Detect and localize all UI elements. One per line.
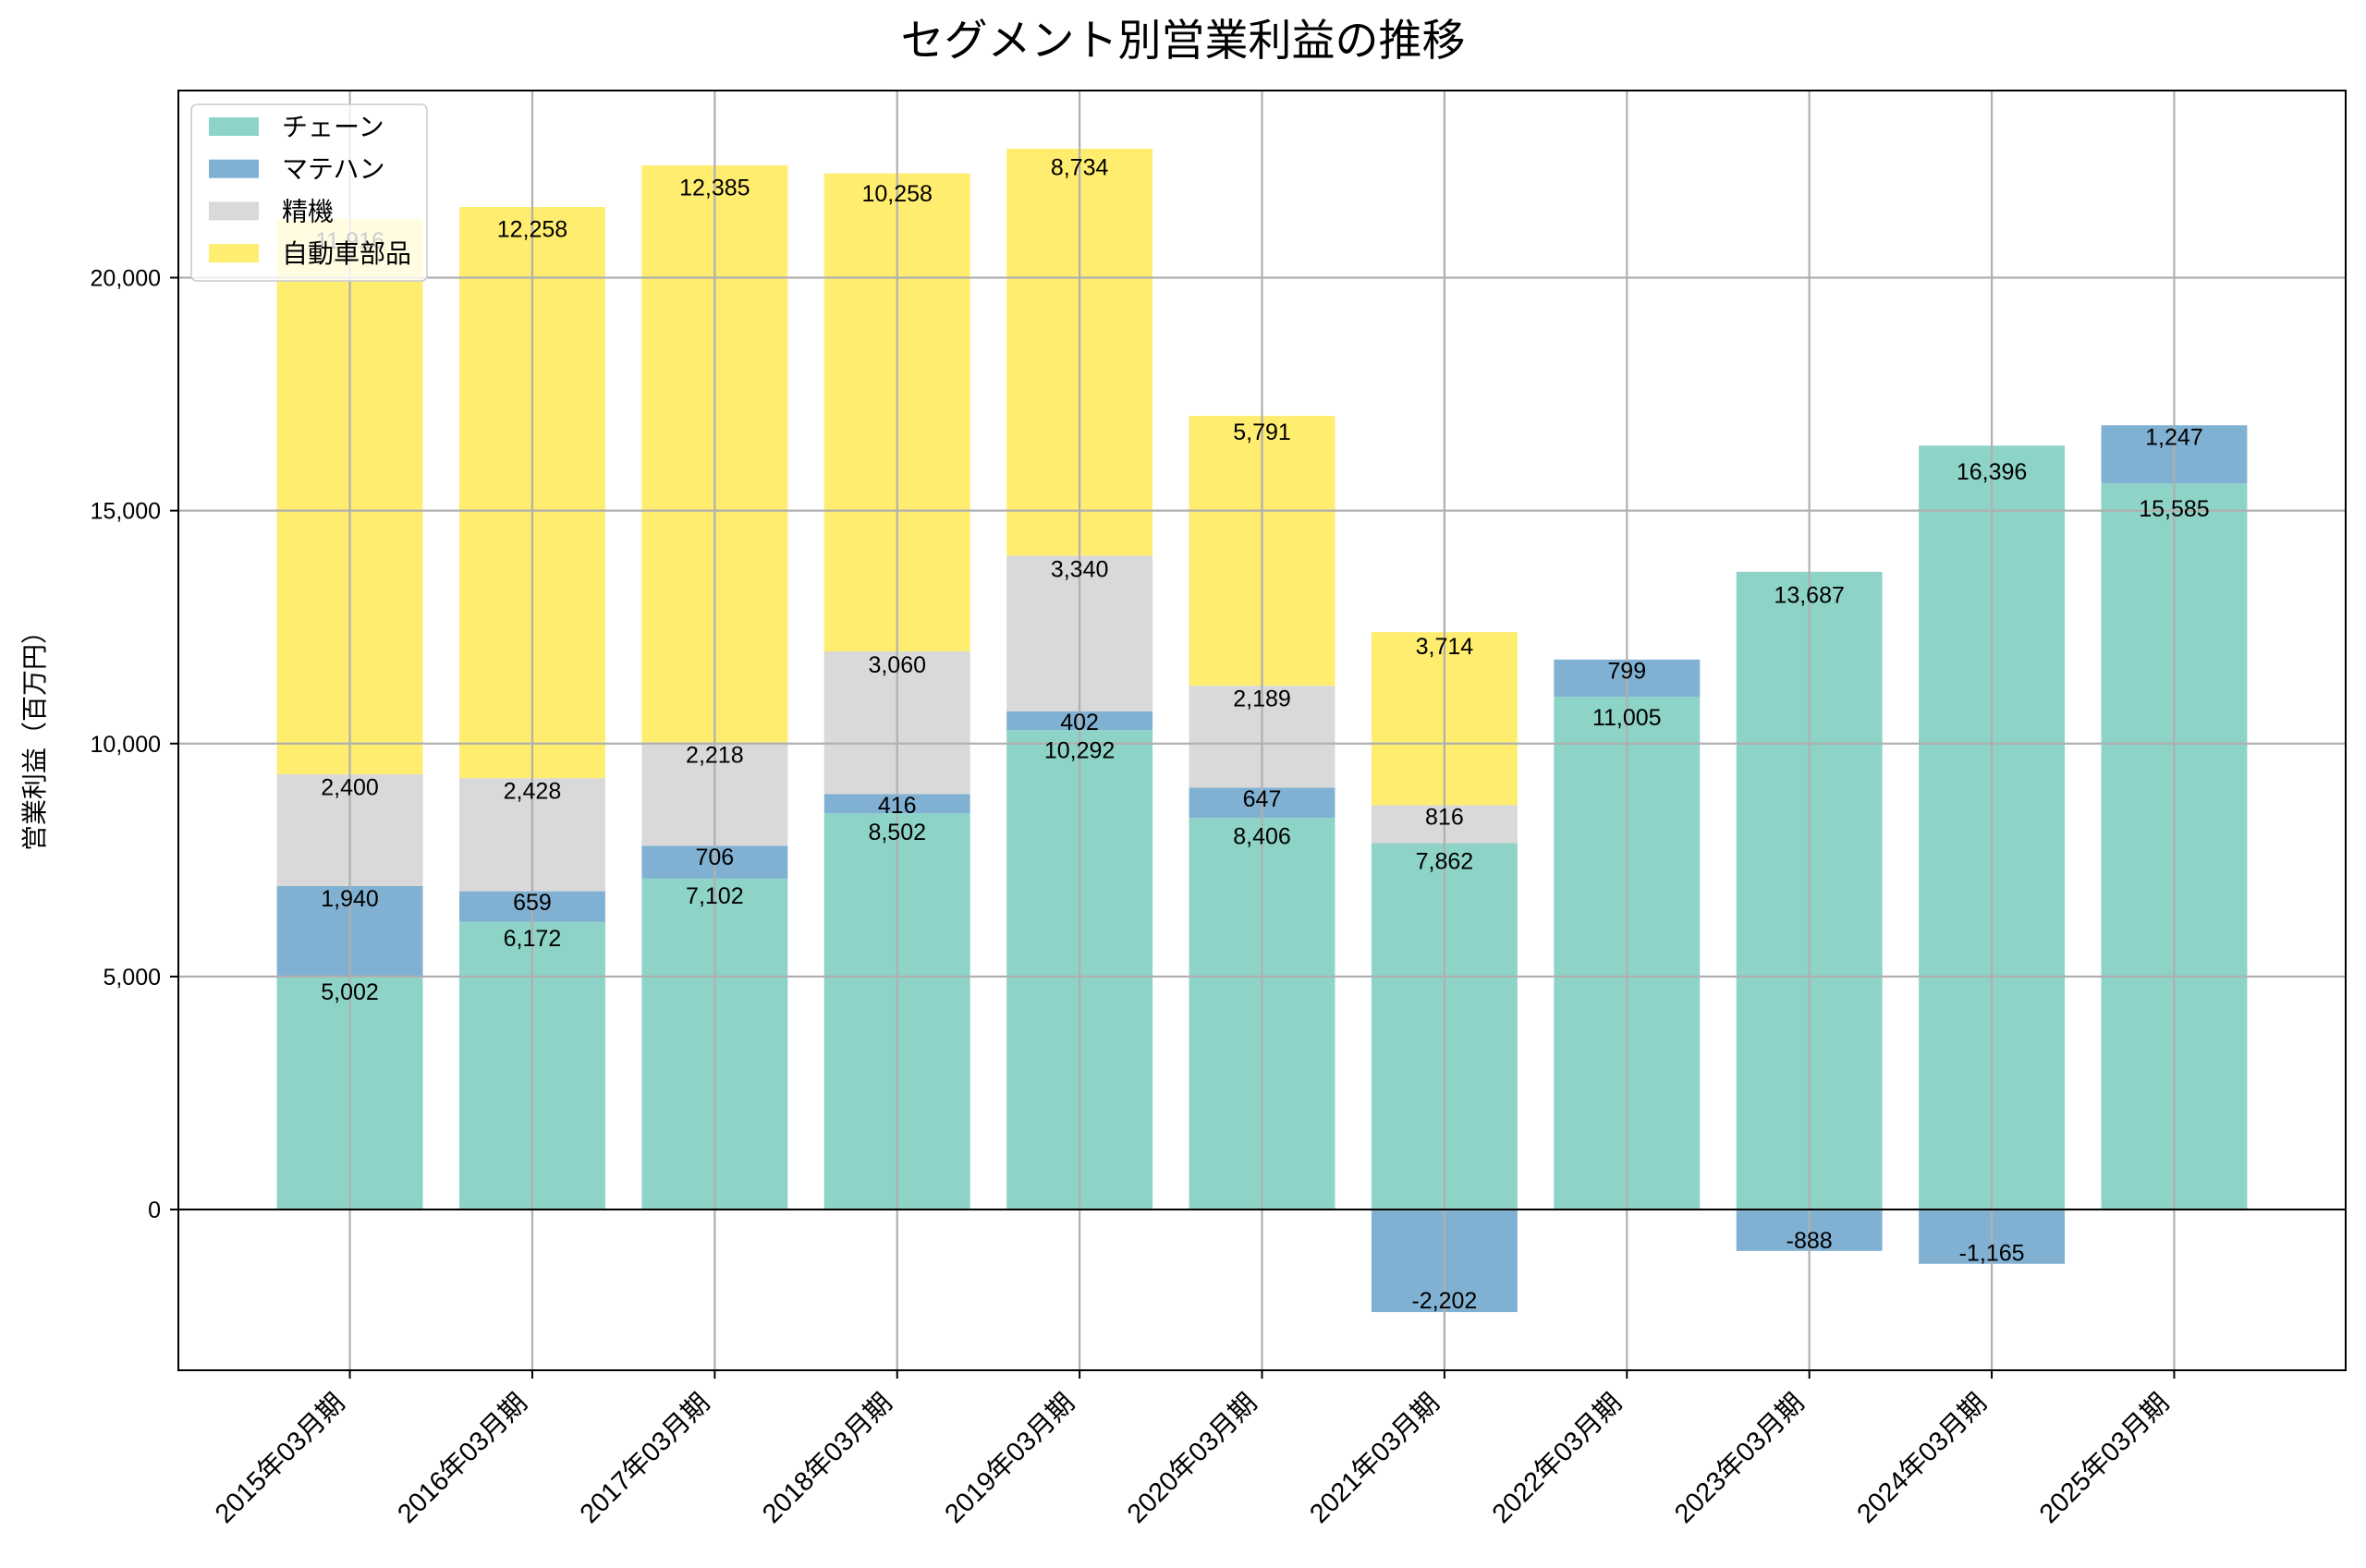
y-tick-label: 15,000 (91, 499, 161, 525)
data-label-0-6: 7,862 (1416, 849, 1474, 875)
data-label-0-10: 15,585 (2139, 496, 2209, 522)
data-label-0-5: 8,406 (1233, 824, 1291, 850)
data-label-1-3: 416 (878, 793, 917, 819)
data-label-1-0: 1,940 (321, 886, 379, 912)
y-tick-label: 10,000 (91, 732, 161, 758)
data-label-2-5: 2,189 (1233, 686, 1291, 711)
data-label-0-1: 6,172 (504, 926, 562, 952)
data-label-0-2: 7,102 (686, 883, 744, 909)
data-label-3-5: 5,791 (1233, 419, 1291, 445)
legend-box (190, 103, 428, 282)
y-tick-label: 20,000 (91, 266, 161, 292)
data-label-1-5: 647 (1243, 786, 1282, 812)
data-label-3-3: 10,258 (861, 181, 932, 207)
data-label-2-2: 2,218 (686, 743, 744, 769)
data-label-1-2: 706 (695, 845, 734, 870)
data-label-0-4: 10,292 (1044, 737, 1115, 763)
data-label-2-3: 3,060 (868, 652, 926, 678)
data-label-1-10: 1,247 (2145, 425, 2203, 451)
data-label-1-7: 799 (1607, 659, 1646, 685)
data-label-3-2: 12,385 (679, 175, 750, 201)
legend-label: マテハン (282, 155, 384, 184)
legend-swatch (209, 159, 259, 178)
legend-item: チェーン (209, 113, 384, 141)
data-label-1-1: 659 (513, 890, 552, 916)
data-label-3-6: 3,714 (1416, 634, 1474, 660)
data-label-3-4: 8,734 (1051, 155, 1109, 181)
data-label-0-0: 5,002 (321, 979, 379, 1005)
data-label-0-3: 8,502 (868, 820, 926, 845)
data-label-2-0: 2,400 (321, 774, 379, 800)
legend-label: チェーン (282, 113, 384, 141)
data-label-0-8: 13,687 (1774, 583, 1844, 609)
y-tick-label: 5,000 (103, 965, 161, 991)
legend-label: 自動車部品 (282, 239, 411, 268)
legend-swatch (209, 117, 259, 136)
data-label-1-4: 402 (1060, 710, 1099, 735)
data-labels-layer: 5,002 6,172 7,102 8,502 10,292 8,406 7,862 11,0… (315, 155, 2209, 1314)
legend-item: マテハン (209, 155, 384, 184)
legend-label: 精機 (282, 197, 334, 225)
data-label-0-7: 11,005 (1592, 705, 1662, 731)
data-label-2-6: 816 (1425, 804, 1464, 830)
data-label-1-9: -1,165 (1959, 1241, 2025, 1267)
legend-swatch (209, 201, 259, 221)
data-label-2-1: 2,428 (504, 779, 562, 805)
y-axis-label: 営業利益（百万円） (20, 618, 49, 851)
data-label-1-6: -2,202 (1411, 1288, 1477, 1314)
chart-title: セグメント別営業利益の推移 (901, 16, 1466, 65)
data-label-3-1: 12,258 (497, 216, 567, 242)
data-label-2-4: 3,340 (1051, 557, 1109, 583)
legend-item: 精機 (209, 197, 334, 225)
legend-swatch (209, 244, 259, 263)
data-label-0-9: 16,396 (1957, 459, 2027, 485)
y-tick-label: 0 (148, 1197, 161, 1223)
data-label-1-8: -888 (1787, 1228, 1833, 1254)
legend-item: 自動車部品 (209, 239, 411, 268)
